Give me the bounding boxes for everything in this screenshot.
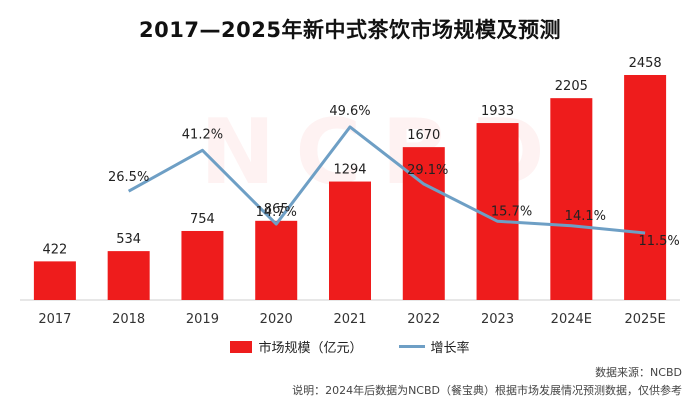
bar-2019 (181, 230, 224, 300)
source-note: 数据来源：NCBD (595, 366, 682, 379)
bar-2024E (550, 98, 593, 301)
x-tick-2017: 2017 (38, 312, 71, 327)
legend-item-line: 增长率 (398, 337, 470, 356)
growth-rate-line (127, 125, 646, 235)
growth-label-2018: 26.5% (108, 170, 149, 185)
bar-label-2024E: 2205 (555, 79, 588, 94)
bar-2025E (624, 74, 667, 300)
disclaimer-note: 说明：2024年后数据为NCBD（餐宝典）根据市场发展情况预测数据，仅供参考 (292, 384, 682, 397)
growth-label-2020: 14.7% (256, 205, 297, 220)
bar-2017 (33, 261, 76, 300)
x-tick-2022: 2022 (407, 312, 440, 327)
growth-label-2025E: 11.5% (638, 234, 679, 249)
bar-label-2018: 534 (116, 232, 141, 247)
growth-label-2021: 49.6% (329, 104, 370, 119)
bar-label-2022: 1670 (407, 128, 440, 143)
growth-label-2024E: 14.1% (565, 209, 606, 224)
x-tick-2020: 2020 (260, 312, 293, 327)
growth-label-2023: 15.7% (491, 204, 532, 219)
x-tick-2019: 2019 (186, 312, 219, 327)
legend-label-bar: 市场规模（亿元） (258, 341, 363, 356)
legend-swatch-bar (230, 340, 253, 353)
bar-label-2021: 1294 (333, 163, 366, 178)
x-tick-2018: 2018 (112, 312, 145, 327)
legend: 市场规模（亿元） 增长率 (0, 337, 700, 356)
legend-label-line: 增长率 (430, 341, 470, 356)
x-tick-2023: 2023 (481, 312, 514, 327)
bar-label-2020: 865 (264, 202, 289, 217)
bar-2023 (476, 123, 519, 300)
bar-2020 (255, 220, 298, 300)
bar-label-2023: 1933 (481, 104, 514, 119)
growth-label-2019: 41.2% (182, 127, 223, 142)
chart-title: 2017—2025年新中式茶饮市场规模及预测 (139, 18, 561, 42)
bar-2018 (107, 251, 150, 300)
x-tick-2024E: 2024E (551, 312, 592, 327)
bar-2021 (329, 181, 371, 300)
legend-item-bar: 市场规模（亿元） (230, 337, 363, 356)
legend-swatch-line (398, 345, 425, 348)
bar-label-2019: 754 (190, 212, 215, 227)
growth-label-2022: 29.1% (407, 163, 448, 178)
x-tick-2025E: 2025E (624, 312, 665, 327)
chart-canvas: 422 534 754 865 1294 1670 1933 2205 2458 26.5% 41… (20, 56, 680, 327)
x-tick-2021: 2021 (333, 312, 366, 327)
bar-label-2025E: 2458 (629, 56, 662, 71)
bar-label-2017: 422 (42, 242, 67, 257)
